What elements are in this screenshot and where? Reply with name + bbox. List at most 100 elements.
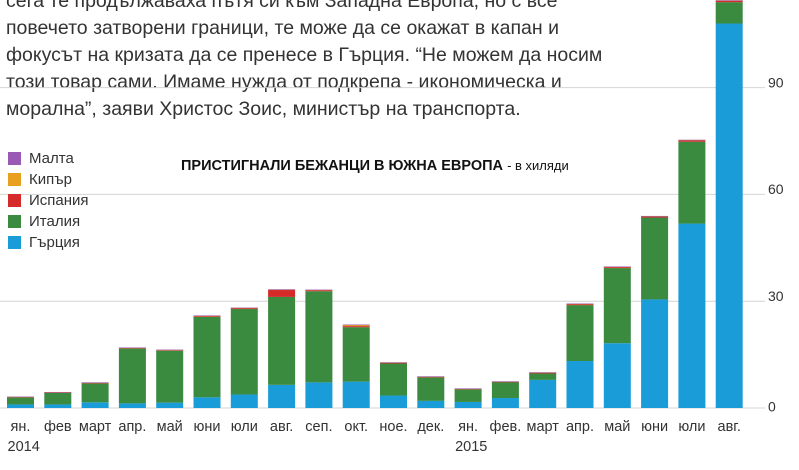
legend-swatch	[8, 194, 21, 207]
bar-segment	[230, 394, 258, 408]
bar-segment	[305, 289, 333, 291]
legend-item-italy: Италия	[8, 211, 89, 232]
bar-segment	[305, 382, 333, 408]
bar-segment	[715, 2, 743, 24]
x-tick-label: апр.	[118, 419, 146, 435]
bar-segment	[603, 266, 631, 268]
y-tick-label: 90	[768, 74, 784, 90]
legend-label: Малта	[29, 150, 74, 167]
chart-title-main: ПРИСТИГНАЛИ БЕЖАНЦИ В ЮЖНА ЕВРОПА	[181, 158, 504, 174]
bar-segment	[529, 379, 557, 408]
bar-segment	[81, 402, 109, 408]
bar-segment	[193, 397, 221, 408]
bar-segment	[566, 303, 594, 305]
bar-segment	[380, 363, 407, 396]
bar-segment	[268, 289, 296, 290]
bar-segment	[454, 388, 482, 390]
bar-segment	[603, 343, 631, 408]
bar-segment	[118, 347, 146, 349]
x-tick-label: апр.	[566, 419, 594, 435]
chart-title: ПРИСТИГНАЛИ БЕЖАНЦИ В ЮЖНА ЕВРОПА - в хи…	[181, 158, 569, 174]
x-tick-label: авг.	[718, 419, 741, 435]
bar-segment	[268, 384, 296, 408]
x-tick-label: март	[79, 419, 112, 435]
bar-segment	[491, 382, 519, 399]
bar-segment	[342, 327, 370, 382]
x-tick-label: фев	[44, 419, 72, 435]
y-tick-label: 30	[768, 288, 784, 304]
x-tick-label: окт.	[344, 419, 368, 435]
bar-segment	[641, 299, 669, 408]
bar-segment	[529, 372, 557, 374]
bar-segment	[156, 350, 184, 403]
x-tick-label: юни	[194, 419, 221, 435]
bar-segment	[342, 324, 370, 327]
legend-label: Гърция	[29, 234, 80, 251]
x-tick-label: авг.	[270, 419, 293, 435]
x-tick-label: юли	[678, 419, 705, 435]
bar-segment	[380, 362, 407, 363]
x-tick-label: ян.	[458, 419, 478, 435]
bar-segment	[7, 404, 34, 408]
bar-segment	[529, 373, 557, 380]
legend-item-cyprus: Кипър	[8, 169, 89, 190]
x-tick-label: май	[604, 419, 630, 435]
bar-segment	[715, 0, 743, 1]
year-label: 2015	[455, 439, 487, 455]
bar-segment	[156, 402, 184, 408]
bar-segment	[529, 372, 557, 373]
bar-segment	[118, 403, 146, 408]
bar-segment	[380, 362, 407, 364]
bar-segment	[380, 395, 407, 408]
x-tick-label: ян.	[11, 419, 31, 435]
bar-segment	[268, 289, 296, 297]
bar-segment	[678, 139, 706, 141]
legend-swatch	[8, 236, 21, 249]
bar-segment	[305, 291, 333, 383]
article-line: повечето затворени граници, те може да с…	[6, 17, 559, 39]
bar-segment	[641, 216, 669, 218]
bar-segment	[491, 381, 519, 382]
bar-segment	[7, 397, 34, 405]
legend-label: Италия	[29, 213, 81, 230]
bar-segment	[603, 267, 631, 269]
bar-segment	[342, 324, 370, 326]
bar-segment	[44, 404, 72, 408]
legend-swatch	[8, 173, 21, 186]
x-tick-label: фев.	[490, 419, 522, 435]
bar-segment	[193, 316, 221, 398]
x-tick-label: юни	[641, 419, 668, 435]
bar-segment	[305, 290, 333, 292]
legend-label: Кипър	[29, 171, 72, 188]
bar-segment	[603, 268, 631, 344]
bar-segment	[230, 309, 258, 395]
chart-title-unit: - в хиляди	[507, 158, 569, 173]
bar-segment	[7, 396, 34, 398]
legend-label: Испания	[29, 192, 89, 209]
bar-segment	[454, 389, 482, 402]
bar-segment	[342, 326, 370, 328]
y-tick-label: 0	[768, 399, 776, 415]
x-tick-label: дек.	[417, 419, 444, 435]
x-tick-label: май	[157, 419, 183, 435]
bar-segment	[230, 307, 258, 309]
bar-segment	[230, 307, 258, 310]
bar-segment	[118, 348, 146, 404]
x-tick-label: март	[526, 419, 559, 435]
bar-segment	[44, 392, 72, 405]
chart-legend: Малта Кипър Испания Италия Гърция	[8, 148, 89, 253]
bar-segment	[454, 401, 482, 408]
legend-item-greece: Гърция	[8, 232, 89, 253]
bar-segment	[641, 215, 669, 217]
article-line: морална”, заяви Христос Зоис, министър н…	[6, 98, 521, 120]
legend-swatch	[8, 215, 21, 228]
legend-item-spain: Испания	[8, 190, 89, 211]
bar-segment	[641, 217, 669, 300]
bar-segment	[44, 391, 72, 393]
legend-item-malta: Малта	[8, 148, 89, 169]
bar-segment	[491, 398, 519, 408]
bar-segment	[193, 315, 221, 317]
bar-segment	[566, 361, 594, 408]
bar-segment	[342, 381, 370, 408]
